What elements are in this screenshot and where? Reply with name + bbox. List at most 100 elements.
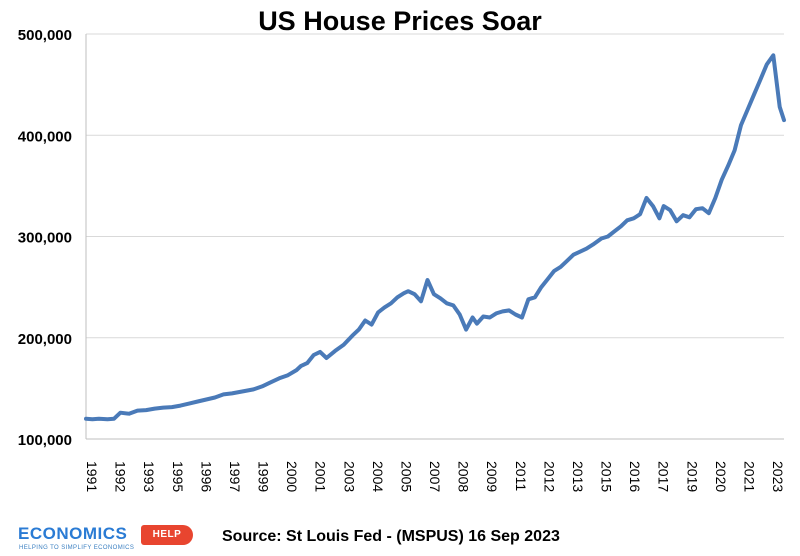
data-point (752, 93, 756, 97)
data-point (252, 387, 255, 391)
x-tick-label: 2023 (770, 461, 786, 492)
data-point (488, 316, 492, 319)
data-point (187, 402, 191, 406)
data-point (771, 53, 775, 57)
data-point (402, 291, 406, 295)
x-tick-label: 1993 (141, 461, 157, 492)
data-point (662, 204, 666, 208)
data-point (106, 417, 109, 421)
data-point (612, 229, 616, 233)
data-point (572, 253, 575, 257)
data-point (118, 411, 122, 415)
data-point (333, 349, 337, 353)
source-note: Source: St Louis Fed - (MSPUS) 16 Sep 20… (222, 528, 560, 545)
data-point (90, 417, 94, 421)
data-point (668, 208, 672, 212)
data-point (694, 207, 698, 211)
data-point (688, 215, 691, 219)
data-point (213, 396, 217, 399)
data-point (758, 78, 762, 82)
data-point (681, 213, 685, 217)
data-point (269, 380, 273, 384)
data-point (578, 250, 582, 254)
data-point (782, 118, 786, 122)
x-tick-label: 2007 (427, 461, 443, 492)
x-tick-label: 2005 (398, 461, 414, 492)
x-tick-label: 2016 (627, 461, 643, 492)
data-point (559, 265, 563, 269)
x-tick-label: 2004 (370, 461, 386, 492)
x-tick-label: 1991 (84, 461, 100, 492)
data-point (312, 353, 316, 357)
data-point (161, 406, 165, 410)
data-point (507, 308, 511, 312)
x-tick-label: 2013 (570, 461, 586, 492)
data-point (565, 259, 569, 263)
data-point (153, 407, 157, 411)
x-tick-label: 1999 (256, 461, 272, 492)
data-point (432, 292, 436, 296)
x-tick-label: 1995 (170, 461, 186, 492)
x-tick-label: 2020 (713, 461, 729, 492)
data-point (286, 373, 290, 377)
x-tick-label: 2008 (456, 461, 472, 492)
data-point (675, 219, 679, 223)
data-point (464, 328, 468, 332)
data-point (179, 404, 182, 408)
data-point (700, 206, 704, 210)
data-point (584, 247, 588, 251)
data-point (170, 405, 174, 409)
data-point (645, 196, 648, 200)
x-tick-label: 2000 (284, 461, 300, 492)
data-point (619, 224, 623, 228)
chart-title: US House Prices Soar (258, 6, 542, 36)
data-point (778, 105, 782, 109)
data-point (325, 356, 328, 360)
data-point (277, 376, 281, 380)
x-tick-label: 2001 (313, 461, 329, 492)
logo-tag-icon: HELP (141, 525, 193, 545)
logo-tagline: HELPING TO SIMPLIFY ECONOMICS (19, 545, 135, 551)
data-point (458, 313, 462, 316)
x-tick-label: 1996 (198, 461, 214, 492)
y-tick-label: 100,000 (18, 432, 72, 449)
data-point (720, 178, 724, 182)
data-point (657, 216, 661, 220)
series-layer (84, 53, 786, 422)
data-point (471, 316, 475, 319)
data-point (363, 319, 367, 322)
data-point (260, 384, 264, 388)
data-point (350, 334, 354, 338)
data-point (713, 196, 717, 200)
data-point (514, 313, 517, 316)
y-tick-label: 200,000 (18, 331, 72, 348)
data-point (625, 218, 629, 222)
data-point (230, 391, 234, 395)
data-point (533, 295, 537, 299)
data-point (494, 311, 498, 315)
economics-help-logo: ECONOMICS HELP HELPING TO SIMPLIFY ECONO… (18, 524, 218, 552)
data-point (733, 148, 737, 152)
data-point (746, 108, 749, 112)
data-point (445, 301, 449, 305)
x-tick-label: 2012 (541, 461, 557, 492)
data-point (765, 62, 769, 66)
data-point (599, 237, 603, 240)
data-point (546, 277, 550, 281)
data-point (413, 292, 417, 296)
x-tick-label: 2017 (656, 461, 672, 492)
data-point (299, 364, 303, 368)
data-point (539, 285, 543, 289)
data-point (97, 417, 101, 421)
data-point (526, 297, 530, 301)
data-point (606, 235, 610, 238)
data-point (112, 417, 116, 421)
data-point (376, 310, 380, 314)
data-point (426, 278, 429, 282)
data-point (475, 322, 479, 326)
data-point (638, 212, 642, 216)
x-tick-label: 1997 (227, 461, 243, 492)
data-point (318, 350, 322, 354)
x-tick-label: 2015 (599, 461, 615, 492)
